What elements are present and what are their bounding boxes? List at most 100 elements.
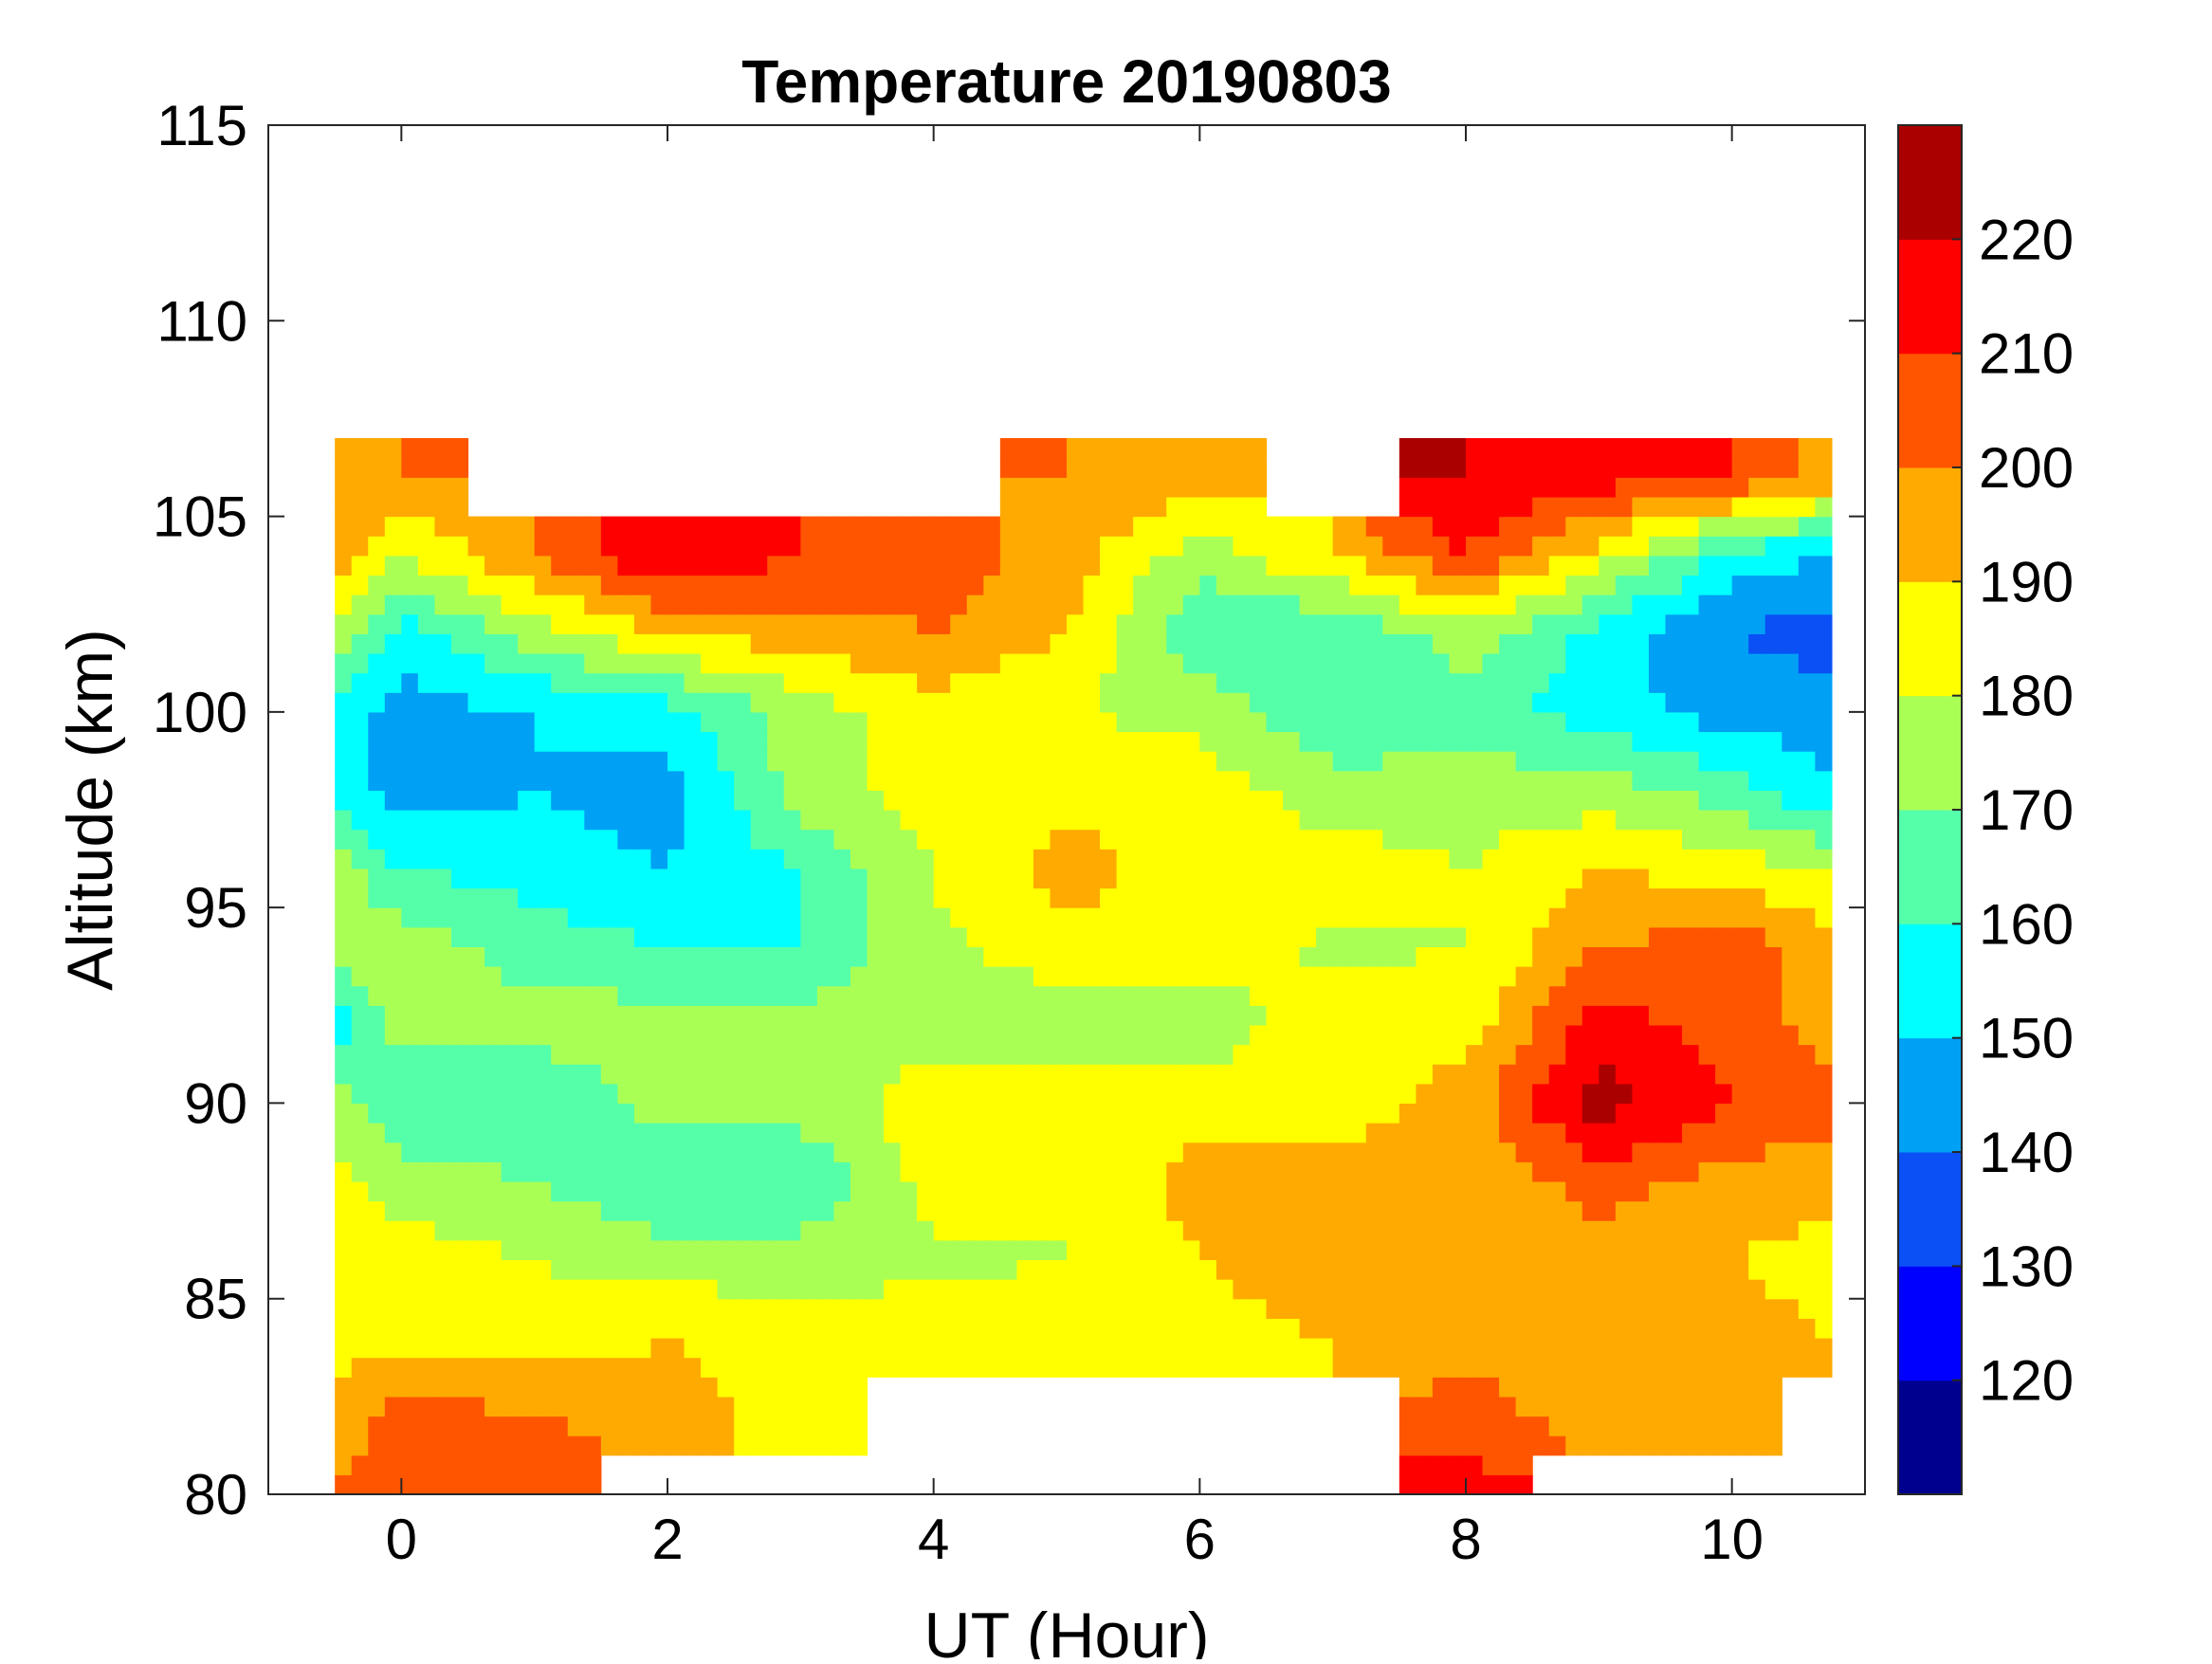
heatmap-cell <box>650 966 668 987</box>
heatmap-cell <box>933 1298 951 1319</box>
heatmap-cell <box>1182 751 1200 772</box>
heatmap-cell <box>999 849 1017 869</box>
heatmap-cell <box>983 1024 1001 1046</box>
heatmap-cell <box>1648 907 1667 928</box>
heatmap-cell <box>750 966 768 987</box>
heatmap-cell <box>1499 1416 1517 1436</box>
heatmap-cell <box>717 1044 735 1065</box>
heatmap-cell <box>983 810 1001 831</box>
heatmap-cell <box>667 536 686 557</box>
heatmap-cell <box>1764 613 1782 634</box>
heatmap-cell <box>1316 652 1334 674</box>
heatmap-cell <box>1016 1279 1034 1300</box>
heatmap-cell <box>434 887 452 908</box>
heatmap-cell <box>867 672 885 693</box>
colorbar-tick-label: 160 <box>1979 892 2074 956</box>
heatmap-cell <box>633 1318 652 1339</box>
heatmap-cell <box>617 790 635 811</box>
heatmap-cell <box>783 1123 801 1143</box>
heatmap-cell <box>1581 926 1600 947</box>
heatmap-cell <box>1316 1357 1334 1378</box>
heatmap-cell <box>1349 1200 1367 1221</box>
heatmap-cell <box>1266 652 1284 674</box>
heatmap-cell <box>966 1064 984 1085</box>
heatmap-cell <box>617 1239 635 1261</box>
heatmap-cell <box>1416 1200 1434 1221</box>
heatmap-cell <box>1565 516 1583 537</box>
heatmap-cell <box>1133 633 1151 654</box>
heatmap-cell <box>351 1220 369 1241</box>
heatmap-cell <box>917 985 935 1006</box>
heatmap-cell <box>1233 1180 1251 1202</box>
heatmap-cell <box>933 1123 951 1143</box>
heatmap-cell <box>850 1103 868 1124</box>
heatmap-cell <box>750 1357 768 1378</box>
heatmap-cell <box>450 810 469 831</box>
heatmap-cell <box>667 1123 686 1143</box>
heatmap-cell <box>1599 1318 1617 1339</box>
heatmap-cell <box>584 1083 602 1105</box>
heatmap-cell <box>1166 790 1184 811</box>
heatmap-cell <box>1731 1123 1749 1143</box>
heatmap-cell <box>1798 849 1816 869</box>
heatmap-cell <box>1050 810 1068 831</box>
heatmap-cell <box>1316 672 1334 693</box>
heatmap-cell <box>1698 868 1716 889</box>
heatmap-cell <box>1033 1357 1051 1378</box>
heatmap-cell <box>600 1161 618 1182</box>
heatmap-cell <box>617 1416 635 1436</box>
heatmap-cell <box>933 652 951 674</box>
heatmap-cell <box>417 1103 436 1124</box>
heatmap-cell <box>1233 985 1251 1006</box>
heatmap-cell <box>717 575 735 595</box>
heatmap-cell <box>1216 575 1234 595</box>
heatmap-cell <box>1715 692 1733 713</box>
heatmap-cell <box>518 555 536 576</box>
heatmap-cell <box>983 770 1001 791</box>
heatmap-cell <box>1133 1220 1151 1241</box>
heatmap-cell <box>1715 868 1733 889</box>
heatmap-cell <box>933 1005 951 1026</box>
heatmap-cell <box>484 692 503 713</box>
heatmap-cell <box>867 966 885 987</box>
heatmap-cell <box>384 946 402 967</box>
heatmap-cell <box>850 1064 868 1085</box>
heatmap-cell <box>1466 711 1484 733</box>
heatmap-cell <box>850 1044 868 1065</box>
heatmap-cell <box>1398 770 1417 791</box>
heatmap-cell <box>1133 926 1151 947</box>
heatmap-cell <box>1249 692 1268 713</box>
heatmap-cell <box>518 1220 536 1241</box>
heatmap-cell <box>567 966 585 987</box>
heatmap-cell <box>950 985 968 1006</box>
heatmap-cell <box>567 985 585 1006</box>
heatmap-cell <box>1133 790 1151 811</box>
heatmap-cell <box>684 1123 702 1143</box>
heatmap-cell <box>867 555 885 576</box>
heatmap-cell <box>1815 751 1833 772</box>
heatmap-cell <box>1116 575 1134 595</box>
heatmap-cell <box>1249 810 1268 831</box>
heatmap-cell <box>368 672 386 693</box>
heatmap-cell <box>401 1044 419 1065</box>
heatmap-cell <box>1199 1083 1217 1105</box>
heatmap-cell <box>450 1200 469 1221</box>
heatmap-cell <box>1515 1024 1533 1046</box>
heatmap-cell <box>1515 1474 1533 1495</box>
heatmap-cell <box>1499 1454 1517 1475</box>
heatmap-cell <box>1050 1357 1068 1378</box>
heatmap-cell <box>434 1396 452 1417</box>
heatmap-cell <box>335 1474 353 1495</box>
heatmap-cell <box>518 868 536 889</box>
heatmap-cell <box>501 1103 519 1124</box>
heatmap-cell <box>1782 907 1800 928</box>
heatmap-cell <box>351 1435 369 1456</box>
heatmap-cell <box>633 575 652 595</box>
heatmap-cell <box>884 926 902 947</box>
heatmap-cell <box>900 1298 918 1319</box>
heatmap-cell <box>1149 1083 1167 1105</box>
heatmap-cell <box>750 1024 768 1046</box>
heatmap-cell <box>816 1142 835 1162</box>
heatmap-cell <box>1782 868 1800 889</box>
heatmap-cell <box>501 926 519 947</box>
